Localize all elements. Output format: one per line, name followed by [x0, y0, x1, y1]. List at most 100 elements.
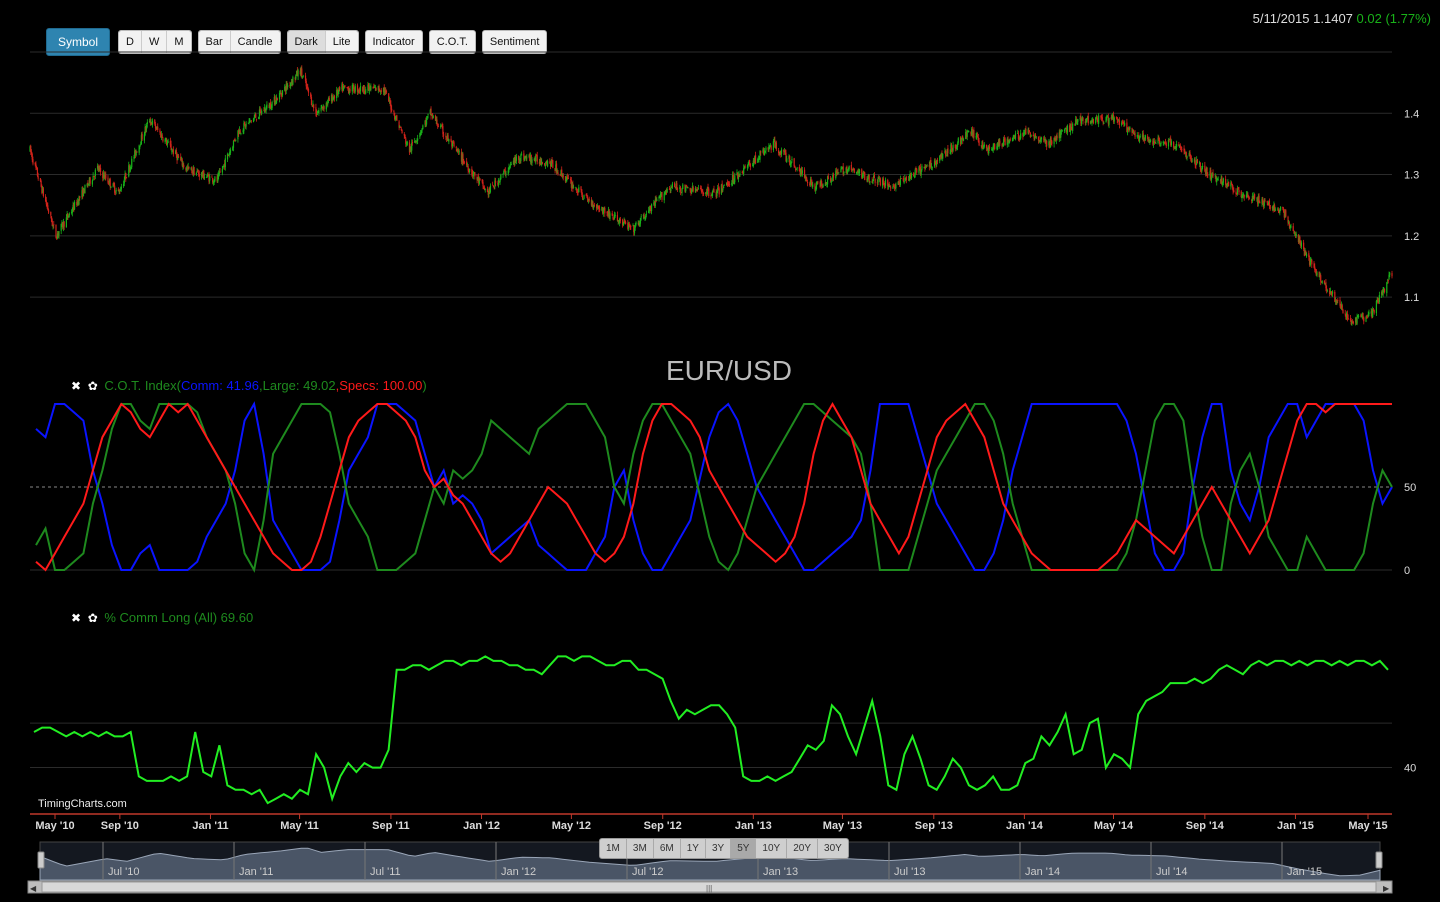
candle-body — [264, 108, 267, 111]
candle-body — [135, 151, 137, 156]
candle-body — [1372, 309, 1374, 317]
candle-body — [344, 85, 346, 88]
candle-body — [1084, 121, 1086, 123]
period-monthly-button[interactable]: M — [167, 31, 191, 53]
candle-body — [920, 170, 922, 176]
range-button-30y[interactable]: 30Y — [824, 843, 842, 854]
lite-theme-button[interactable]: Lite — [325, 31, 358, 53]
candle-body — [549, 161, 551, 163]
candle-body — [305, 80, 307, 87]
candle-body — [425, 117, 428, 125]
gear-icon[interactable]: ✿ — [87, 611, 98, 625]
range-button-3y[interactable]: 3Y — [706, 839, 732, 858]
candle-body — [956, 143, 959, 147]
period-daily-button[interactable]: D — [119, 31, 142, 53]
candle-body — [1097, 119, 1099, 123]
candle-body — [264, 107, 266, 113]
candle-body — [435, 119, 437, 122]
cot-button[interactable]: C.O.T. — [428, 30, 476, 54]
candle-body — [769, 146, 771, 148]
candle-body — [1012, 136, 1014, 138]
candle-body — [853, 168, 855, 173]
candle-body — [855, 171, 858, 174]
range-button-3m[interactable]: 3M — [627, 839, 654, 858]
candle-body — [899, 178, 901, 185]
candle-body — [177, 155, 180, 158]
navigator-scrollbar-thumb[interactable] — [41, 881, 1377, 893]
close-icon[interactable]: ✖ — [71, 611, 82, 625]
candle-body — [749, 163, 751, 167]
candle-body — [1127, 128, 1129, 133]
candle-body — [717, 186, 720, 188]
x-axis-tick-label: Sep '12 — [644, 820, 682, 832]
candle-body — [913, 173, 915, 177]
candle-body — [260, 111, 262, 114]
candle-body — [1304, 251, 1306, 255]
candle-body — [971, 129, 974, 136]
range-button-10y[interactable]: 10Y — [756, 839, 788, 858]
candle-body — [928, 164, 930, 167]
gear-icon[interactable]: ✿ — [87, 379, 98, 393]
candle-body — [96, 165, 99, 169]
candle-body — [726, 182, 728, 185]
range-button-5y[interactable]: 5Y — [731, 839, 757, 858]
candle-body — [265, 106, 267, 111]
candle-body — [446, 135, 448, 139]
sentiment-button[interactable]: Sentiment — [481, 30, 548, 54]
dark-theme-button[interactable]: Dark — [287, 31, 326, 53]
symbol-button[interactable]: Symbol — [46, 28, 111, 56]
candle-body — [765, 147, 767, 151]
candle-body — [287, 85, 289, 88]
candle-body — [411, 142, 413, 151]
candle-body — [1210, 177, 1213, 180]
candle-body — [983, 144, 985, 147]
candle-body — [1326, 288, 1328, 291]
candle-body — [419, 133, 421, 138]
candle-body — [842, 166, 844, 175]
period-weekly-button[interactable]: W — [141, 31, 168, 53]
range-button-20y[interactable]: 20Y — [787, 839, 819, 858]
close-icon[interactable]: ✖ — [71, 379, 82, 393]
candle-body — [420, 132, 422, 134]
navigator-right-handle[interactable] — [1375, 851, 1383, 869]
candle-body — [197, 172, 200, 175]
candle-body — [224, 158, 226, 168]
candle-body — [1329, 290, 1331, 294]
range-button-6m[interactable]: 6M — [654, 839, 681, 858]
candle-body — [835, 170, 837, 179]
bar-button[interactable]: Bar — [198, 31, 231, 53]
candle-body — [471, 168, 473, 175]
candle-body — [1112, 115, 1114, 118]
range-button-1m[interactable]: 1M — [600, 839, 627, 858]
candle-body — [1282, 208, 1285, 212]
candle-body — [658, 196, 660, 199]
candle-body — [76, 202, 78, 205]
candle-body — [986, 148, 988, 150]
indicator-button[interactable]: Indicator — [364, 30, 423, 54]
candle-body — [109, 178, 111, 187]
candle-body — [452, 141, 454, 144]
candle-body — [1314, 268, 1317, 271]
candle-body — [503, 170, 506, 171]
candle-button[interactable]: Candle — [230, 31, 280, 53]
candle-body — [1035, 136, 1037, 138]
candle-body — [1294, 233, 1297, 237]
navigator-left-handle[interactable] — [37, 851, 45, 869]
range-button-1y[interactable]: 1Y — [681, 839, 706, 858]
candle-body — [1300, 241, 1302, 246]
candle-body — [757, 158, 759, 163]
candle-body — [987, 148, 989, 154]
candle-body — [1248, 198, 1251, 200]
candle-body — [155, 128, 157, 130]
candle-body — [1116, 117, 1118, 120]
candle-body — [523, 153, 525, 160]
candle-body — [780, 149, 783, 154]
candle-body — [448, 139, 450, 142]
candle-body — [466, 166, 469, 167]
candle-body — [981, 141, 983, 147]
candle-body — [1335, 299, 1337, 304]
candle-body — [157, 126, 159, 130]
candle-body — [62, 221, 65, 229]
candle-body — [1318, 271, 1320, 277]
